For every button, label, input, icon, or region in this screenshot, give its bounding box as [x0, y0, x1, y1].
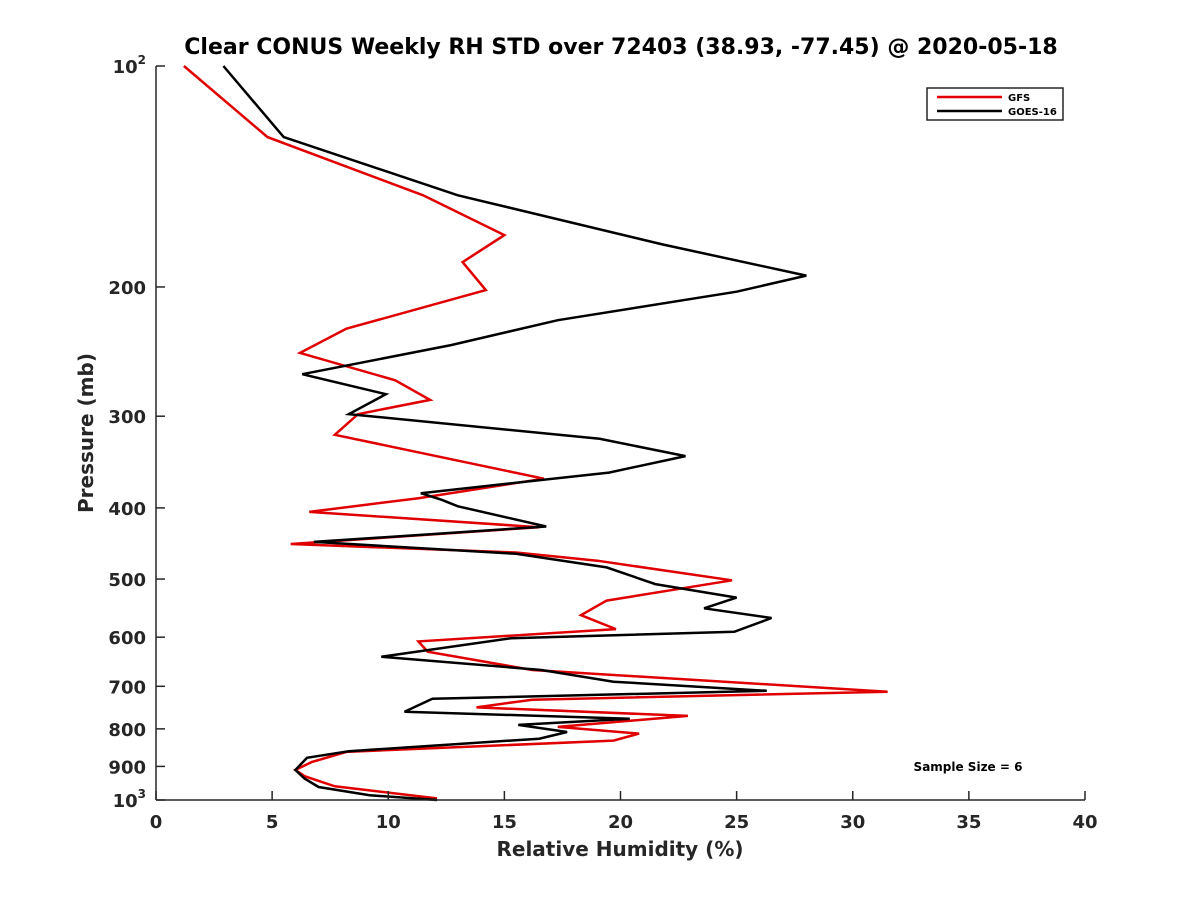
y-tick-label: 600 — [108, 628, 146, 649]
x-tick-label: 30 — [840, 812, 865, 833]
series-line-gfs — [183, 65, 888, 800]
series-line-goes16 — [222, 65, 807, 802]
legend-label-goes16: GOES-16 — [1008, 107, 1057, 118]
legend-box — [926, 87, 1064, 121]
sample-size-annotation: Sample Size = 6 — [914, 760, 1023, 774]
y-tick-label: 102 — [113, 53, 146, 78]
x-tick-label: 40 — [1072, 812, 1097, 833]
x-tick-label: 25 — [724, 812, 749, 833]
legend: GFS GOES-16 — [926, 87, 1064, 121]
y-tick-label: 700 — [108, 677, 146, 698]
y-tick-label: 400 — [108, 499, 146, 520]
x-axis-label: Relative Humidity (%) — [496, 837, 743, 861]
y-tick-label: 300 — [108, 407, 146, 428]
x-tick-label: 20 — [608, 812, 633, 833]
legend-label-gfs: GFS — [1008, 93, 1030, 104]
y-tick-label: 800 — [108, 720, 146, 741]
y-tick-label: 900 — [108, 757, 146, 778]
x-tick-label: 35 — [956, 812, 981, 833]
y-tick-label: 103 — [113, 787, 146, 812]
y-axis-label: Pressure (mb) — [74, 353, 98, 513]
chart-title: Clear CONUS Weekly RH STD over 72403 (38… — [184, 35, 1057, 60]
x-tick-label: 15 — [492, 812, 517, 833]
y-tick-label: 200 — [108, 278, 146, 299]
y-ticks: 102 200 300 400 500 600 700 800 900 103 — [108, 53, 165, 812]
series-layer — [183, 65, 888, 802]
x-ticks: 0 5 10 15 20 25 30 35 40 — [150, 791, 1098, 833]
x-tick-label: 10 — [376, 812, 401, 833]
x-tick-label: 0 — [150, 812, 163, 833]
y-tick-label: 500 — [108, 570, 146, 591]
x-tick-label: 5 — [266, 812, 279, 833]
